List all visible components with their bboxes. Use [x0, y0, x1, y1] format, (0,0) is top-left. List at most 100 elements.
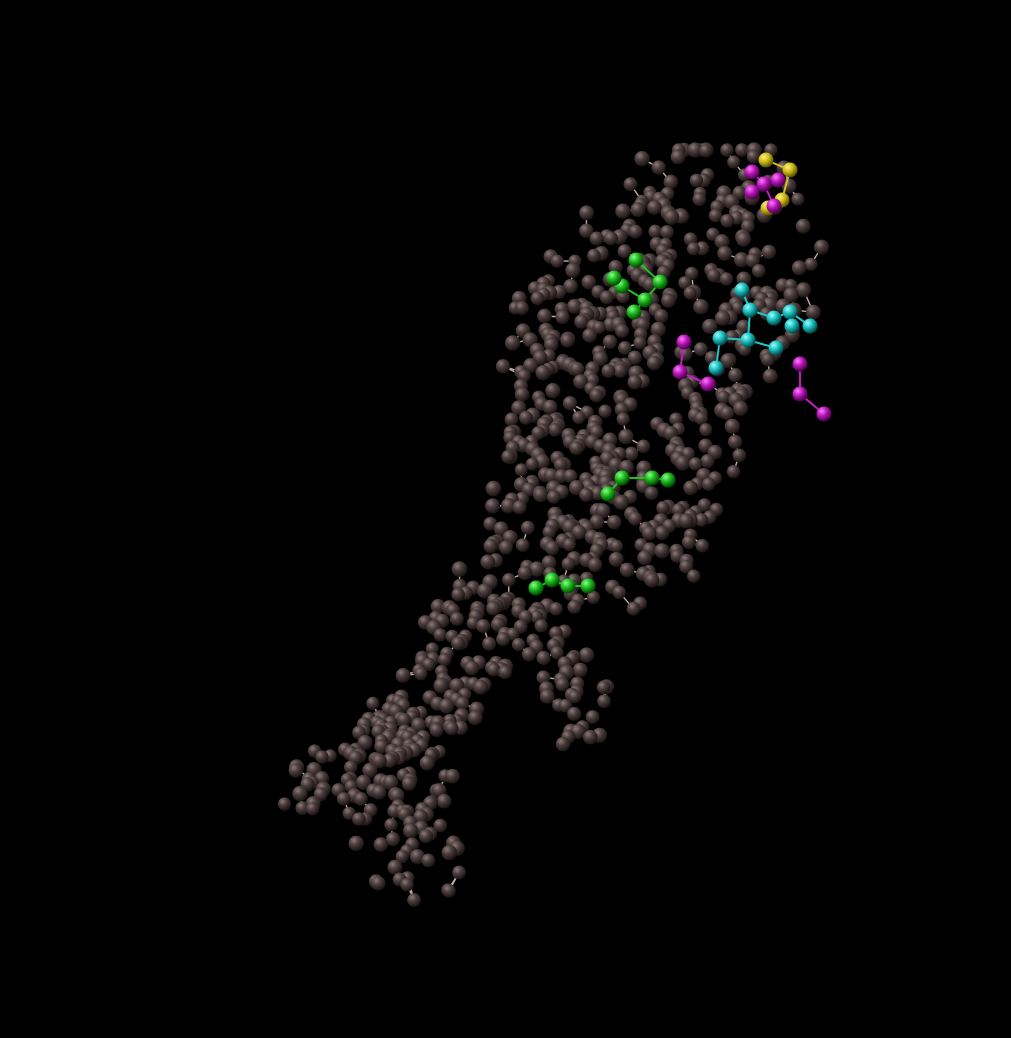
atom[interactable] [695, 539, 709, 553]
atom[interactable] [383, 774, 399, 791]
atom[interactable] [530, 291, 545, 306]
atom[interactable] [589, 231, 604, 246]
atom[interactable] [546, 490, 561, 504]
atom[interactable] [567, 706, 582, 721]
atom[interactable] [362, 762, 378, 778]
magenta-residue-atom[interactable] [756, 176, 772, 192]
atom[interactable] [544, 337, 559, 352]
atom[interactable] [550, 254, 564, 268]
atom[interactable] [438, 653, 452, 667]
atom[interactable] [389, 788, 405, 803]
atom[interactable] [533, 487, 548, 503]
cyan-residue-atom[interactable] [784, 318, 800, 334]
atom[interactable] [500, 498, 517, 514]
atom[interactable] [550, 646, 564, 660]
atom[interactable] [385, 832, 400, 847]
atom[interactable] [683, 480, 698, 496]
atom[interactable] [699, 423, 713, 437]
atom[interactable] [477, 583, 493, 599]
atom[interactable] [678, 513, 694, 529]
atom[interactable] [384, 818, 398, 832]
atom[interactable] [511, 400, 527, 416]
atom[interactable] [589, 388, 604, 403]
atom[interactable] [396, 712, 412, 728]
magenta-residue-atom[interactable] [700, 376, 716, 392]
atom[interactable] [656, 501, 670, 515]
atom[interactable] [699, 144, 713, 158]
atom[interactable] [692, 192, 707, 206]
magenta-residue-atom[interactable] [792, 386, 808, 402]
atom[interactable] [630, 202, 646, 218]
atom[interactable] [582, 328, 597, 343]
atom[interactable] [623, 177, 638, 192]
atom[interactable] [615, 203, 631, 219]
atom[interactable] [288, 763, 304, 778]
atom[interactable] [441, 844, 457, 861]
atom[interactable] [716, 390, 731, 404]
atom[interactable] [403, 823, 419, 839]
atom[interactable] [762, 368, 778, 384]
atom[interactable] [498, 540, 513, 555]
atom[interactable] [542, 399, 558, 415]
atom[interactable] [570, 361, 585, 377]
atom[interactable] [687, 142, 703, 158]
atom[interactable] [597, 694, 611, 709]
atom[interactable] [720, 213, 735, 228]
atom[interactable] [688, 457, 703, 471]
atom[interactable] [355, 774, 372, 790]
green-residue-atom[interactable] [600, 486, 616, 502]
atom[interactable] [724, 330, 739, 344]
atom[interactable] [601, 364, 616, 378]
atom[interactable] [504, 412, 519, 427]
atom[interactable] [419, 755, 435, 771]
atom[interactable] [714, 310, 731, 326]
green-residue-atom[interactable] [544, 572, 560, 588]
atom[interactable] [373, 837, 389, 852]
atom[interactable] [637, 550, 653, 566]
atom[interactable] [539, 689, 555, 704]
atom[interactable] [455, 696, 470, 711]
atom[interactable] [395, 668, 411, 683]
atom[interactable] [520, 520, 535, 535]
atom[interactable] [464, 660, 480, 676]
atom[interactable] [746, 149, 761, 164]
atom[interactable] [644, 572, 660, 588]
atom[interactable] [498, 665, 512, 679]
atom[interactable] [511, 637, 526, 652]
atom[interactable] [573, 374, 588, 389]
atom[interactable] [536, 650, 551, 666]
atom[interactable] [599, 290, 614, 305]
atom[interactable] [683, 286, 697, 300]
atom[interactable] [685, 266, 699, 281]
atom[interactable] [598, 404, 612, 418]
atom[interactable] [694, 513, 709, 527]
atom[interactable] [419, 829, 433, 844]
magenta-residue-atom[interactable] [816, 406, 832, 422]
atom[interactable] [732, 448, 747, 463]
atom[interactable] [596, 680, 611, 695]
atom[interactable] [519, 410, 533, 425]
atom[interactable] [572, 410, 586, 425]
cyan-residue-atom[interactable] [768, 340, 784, 356]
cyan-residue-atom[interactable] [782, 304, 798, 320]
atom[interactable] [728, 368, 743, 383]
atom[interactable] [483, 538, 498, 554]
atom[interactable] [549, 602, 563, 616]
green-residue-atom[interactable] [614, 470, 630, 486]
atom[interactable] [761, 244, 777, 260]
atom[interactable] [534, 619, 548, 633]
atom[interactable] [295, 801, 310, 815]
green-residue-atom[interactable] [652, 274, 668, 290]
atom[interactable] [371, 753, 387, 769]
atom[interactable] [555, 310, 570, 324]
atom[interactable] [671, 503, 686, 517]
green-residue-atom[interactable] [628, 252, 644, 268]
atom[interactable] [571, 525, 587, 540]
magenta-residue-atom[interactable] [770, 172, 786, 188]
atom[interactable] [624, 446, 639, 461]
atom[interactable] [514, 387, 530, 402]
atom[interactable] [483, 516, 498, 531]
atom[interactable] [608, 259, 623, 275]
atom[interactable] [451, 587, 466, 602]
magenta-residue-atom[interactable] [744, 184, 760, 200]
